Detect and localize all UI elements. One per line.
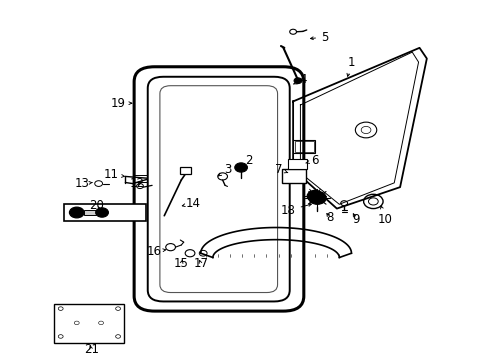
Text: 12: 12 (130, 177, 145, 190)
Circle shape (234, 163, 247, 172)
Bar (54, 304, 124, 342)
Text: 10: 10 (377, 206, 392, 226)
Text: 16: 16 (147, 245, 165, 258)
Bar (63, 204, 146, 221)
Text: 5: 5 (310, 31, 328, 44)
Text: 20: 20 (89, 198, 103, 212)
Circle shape (308, 192, 325, 204)
Text: 8: 8 (325, 211, 333, 224)
Text: 11: 11 (103, 168, 124, 181)
Bar (294, 141, 313, 152)
Circle shape (306, 190, 322, 202)
Text: 6: 6 (305, 154, 318, 167)
Text: 17: 17 (193, 257, 208, 270)
Bar (287, 159, 306, 169)
Text: 2: 2 (240, 154, 253, 168)
Text: 13: 13 (74, 177, 92, 190)
Circle shape (293, 78, 301, 84)
Bar (84, 210, 96, 215)
Text: 18: 18 (280, 203, 311, 217)
Text: 9: 9 (352, 213, 359, 226)
Circle shape (96, 208, 108, 217)
Text: 1: 1 (346, 55, 354, 76)
Text: 3: 3 (218, 163, 231, 176)
Text: 15: 15 (174, 257, 188, 270)
Text: 21: 21 (83, 343, 99, 356)
Circle shape (69, 207, 84, 218)
Bar (180, 167, 191, 174)
Text: 7: 7 (274, 163, 287, 176)
Text: 14: 14 (182, 197, 201, 210)
Text: 4: 4 (293, 73, 306, 86)
Bar (292, 140, 314, 153)
Text: 19: 19 (110, 97, 131, 110)
Bar (132, 175, 147, 182)
Bar (282, 169, 305, 183)
